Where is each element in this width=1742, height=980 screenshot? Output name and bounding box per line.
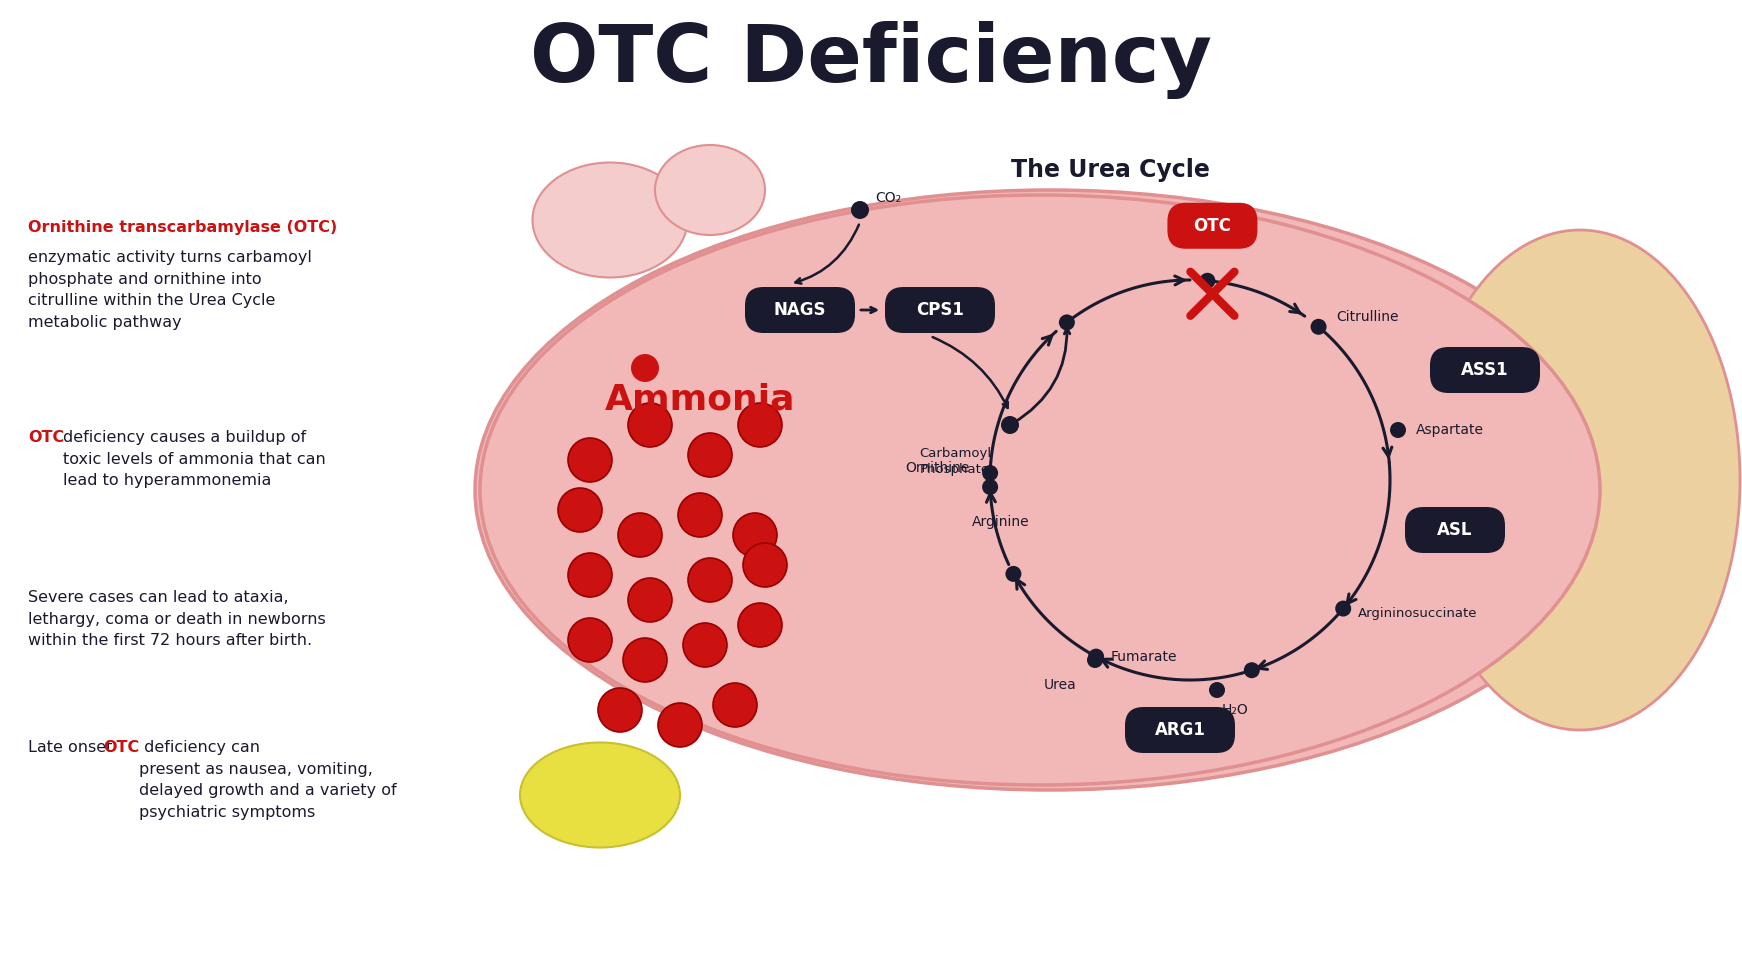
Circle shape <box>688 558 732 602</box>
Text: ARG1: ARG1 <box>1155 721 1205 739</box>
Text: NAGS: NAGS <box>773 301 826 319</box>
Circle shape <box>744 543 787 587</box>
Circle shape <box>733 513 777 557</box>
Circle shape <box>1059 315 1075 330</box>
Text: ASS1: ASS1 <box>1462 361 1509 379</box>
Circle shape <box>982 479 998 495</box>
Circle shape <box>1200 272 1216 289</box>
Circle shape <box>712 683 758 727</box>
Text: Arginine: Arginine <box>972 515 1030 529</box>
FancyBboxPatch shape <box>885 287 995 333</box>
Ellipse shape <box>481 195 1599 785</box>
Circle shape <box>568 438 611 482</box>
Text: CPS1: CPS1 <box>916 301 963 319</box>
Circle shape <box>629 403 672 447</box>
Circle shape <box>598 688 643 732</box>
Text: Ornithine: Ornithine <box>906 461 970 475</box>
Circle shape <box>618 513 662 557</box>
Text: Aspartate: Aspartate <box>1416 423 1484 437</box>
FancyBboxPatch shape <box>1167 203 1258 249</box>
Circle shape <box>1087 652 1103 668</box>
Circle shape <box>1390 422 1406 438</box>
Text: OTC: OTC <box>28 430 64 445</box>
Text: H₂O: H₂O <box>1221 703 1249 717</box>
Circle shape <box>658 703 702 747</box>
Text: The Urea Cycle: The Urea Cycle <box>1010 158 1209 182</box>
Text: OTC Deficiency: OTC Deficiency <box>530 21 1212 99</box>
Text: Late onset: Late onset <box>28 740 117 755</box>
Text: OTC: OTC <box>1193 217 1232 235</box>
Text: CO₂: CO₂ <box>874 191 901 205</box>
Circle shape <box>1089 649 1104 664</box>
Circle shape <box>688 433 732 477</box>
Circle shape <box>683 623 726 667</box>
Circle shape <box>1310 318 1327 335</box>
Circle shape <box>568 618 611 662</box>
Circle shape <box>852 201 869 219</box>
Text: OTC: OTC <box>103 740 139 755</box>
Circle shape <box>568 553 611 597</box>
Ellipse shape <box>1420 230 1740 730</box>
Text: deficiency can
present as nausea, vomiting,
delayed growth and a variety of
psyc: deficiency can present as nausea, vomiti… <box>139 740 397 820</box>
Ellipse shape <box>533 163 688 277</box>
Circle shape <box>1209 682 1225 698</box>
Circle shape <box>739 403 782 447</box>
FancyBboxPatch shape <box>746 287 855 333</box>
Circle shape <box>1002 416 1019 434</box>
Text: enzymatic activity turns carbamoyl
phosphate and ornithine into
citrulline withi: enzymatic activity turns carbamoyl phosp… <box>28 250 312 330</box>
Ellipse shape <box>655 145 765 235</box>
Circle shape <box>624 638 667 682</box>
Text: deficiency causes a buildup of
toxic levels of ammonia that can
lead to hyperamm: deficiency causes a buildup of toxic lev… <box>63 430 326 488</box>
Circle shape <box>982 466 998 481</box>
Text: ASL: ASL <box>1437 521 1472 539</box>
Text: Ornithine transcarbamylase (OTC): Ornithine transcarbamylase (OTC) <box>28 220 338 235</box>
FancyBboxPatch shape <box>1125 707 1235 753</box>
Text: Severe cases can lead to ataxia,
lethargy, coma or death in newborns
within the : Severe cases can lead to ataxia, letharg… <box>28 590 326 648</box>
Ellipse shape <box>476 190 1625 790</box>
Circle shape <box>1005 565 1021 582</box>
Ellipse shape <box>521 743 679 848</box>
Text: Carbamoyl
Phosphate: Carbamoyl Phosphate <box>920 447 991 476</box>
Text: Ammonia: Ammonia <box>604 383 796 417</box>
FancyBboxPatch shape <box>1406 507 1505 553</box>
Text: Fumarate: Fumarate <box>1111 650 1178 663</box>
Circle shape <box>678 493 721 537</box>
Circle shape <box>1244 662 1259 678</box>
Circle shape <box>629 578 672 622</box>
FancyBboxPatch shape <box>1430 347 1540 393</box>
Text: Urea: Urea <box>1043 678 1077 692</box>
Text: Citrulline: Citrulline <box>1336 310 1399 323</box>
Circle shape <box>631 354 658 382</box>
Circle shape <box>1334 601 1352 616</box>
Text: Argininosuccinate: Argininosuccinate <box>1359 607 1477 620</box>
Circle shape <box>557 488 603 532</box>
Circle shape <box>739 603 782 647</box>
